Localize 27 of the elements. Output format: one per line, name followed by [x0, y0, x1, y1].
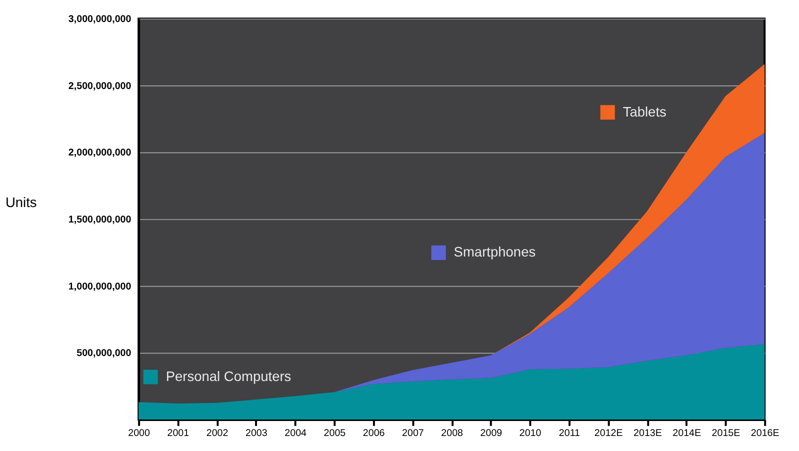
x-tick-label: 2007	[402, 428, 424, 439]
legend-label: Tablets	[622, 104, 667, 120]
x-tick-label: 2014E	[672, 428, 702, 439]
x-tick-label: 2003	[246, 428, 268, 439]
y-tick-label: 2,000,000,000	[68, 148, 132, 159]
x-tick-label: 2005	[324, 428, 346, 439]
y-axis-title: Units	[5, 194, 37, 210]
x-tick-label: 2015E	[712, 428, 741, 439]
x-tick-label: 2011	[558, 428, 580, 439]
legend-label: Smartphones	[454, 244, 536, 260]
y-tick-label: 1,500,000,000	[68, 214, 132, 226]
x-tick-label: 2013E	[634, 428, 662, 439]
y-tick-label: 1,000,000,000	[68, 281, 132, 292]
x-tick-label: 2006	[362, 428, 386, 439]
legend-label: Personal Computers	[166, 368, 292, 384]
x-tick-label: 2002	[206, 428, 228, 439]
x-tick-label: 2016E	[750, 428, 780, 439]
y-tick-label: 500,000,000	[76, 348, 132, 360]
x-tick-label: 2000	[128, 428, 151, 439]
x-tick-label: 2012E	[594, 428, 624, 439]
x-tick-label: 2009	[480, 428, 502, 439]
y-tick-label: 3,000,000,000	[68, 14, 132, 26]
y-tick-label: 2,500,000,000	[68, 80, 132, 92]
x-tick-label: 2010	[519, 428, 542, 439]
x-tick-label: 2004	[284, 428, 308, 439]
x-tick-label: 2001	[167, 428, 190, 439]
x-tick-label: 2008	[441, 428, 464, 439]
